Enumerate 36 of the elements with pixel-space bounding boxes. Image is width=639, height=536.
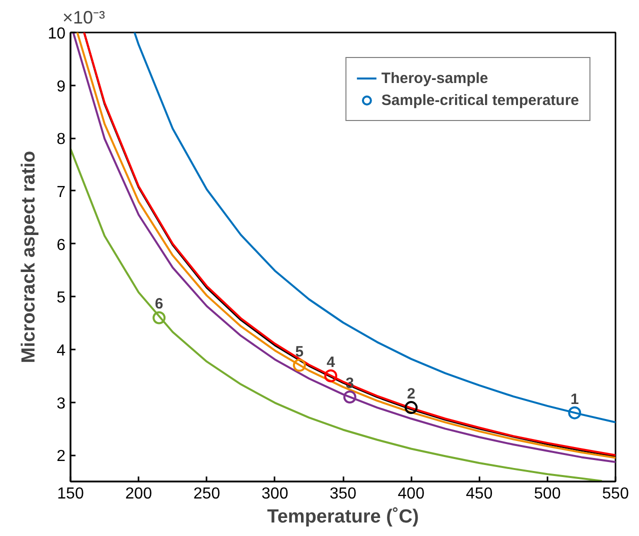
- annotation: 1: [570, 390, 579, 408]
- line-series: [70, 148, 603, 482]
- x-tick-label: 150: [57, 486, 84, 502]
- annotation: 5: [295, 343, 304, 360]
- text: ×10⁻³: [62, 8, 106, 28]
- legend-label: Theroy-sample: [381, 70, 488, 86]
- annotation: 6: [154, 296, 164, 313]
- point: [568, 406, 582, 420]
- annotation: 2: [406, 386, 416, 403]
- x-tick-label: 500: [534, 486, 561, 502]
- x-tick-label: 350: [330, 486, 356, 502]
- point: [343, 390, 356, 404]
- point: [404, 401, 418, 414]
- x-tick-label: 300: [262, 486, 288, 502]
- y-tick-label: 5: [56, 290, 66, 307]
- annotation: 4: [326, 354, 336, 371]
- point: [324, 369, 338, 382]
- line-series: [134, 32, 616, 424]
- y-tick-label: 7: [56, 184, 66, 201]
- x-tick-label: 400: [398, 486, 425, 502]
- y-tick-label: 2: [56, 448, 66, 466]
- point: [152, 311, 166, 324]
- x-tick-label: 250: [193, 486, 220, 502]
- y-tick-label: 3: [56, 395, 66, 412]
- y-axis-title: Microcrack aspect ratio: [18, 150, 40, 364]
- y-tick-label: 6: [56, 236, 66, 254]
- x-tick-label: 450: [466, 486, 493, 502]
- y-tick-label: 9: [56, 78, 66, 96]
- x-tick-label: 200: [125, 486, 152, 502]
- x-axis-title: Temperature (˚C): [267, 506, 419, 528]
- x-tick-label: 550: [602, 486, 629, 502]
- y-tick-label: 8: [56, 131, 66, 148]
- point: [292, 358, 306, 372]
- y-tick-label: 10: [48, 26, 66, 42]
- y-tick-label: 4: [56, 342, 66, 360]
- legend-label: Sample-critical temperature: [381, 92, 579, 108]
